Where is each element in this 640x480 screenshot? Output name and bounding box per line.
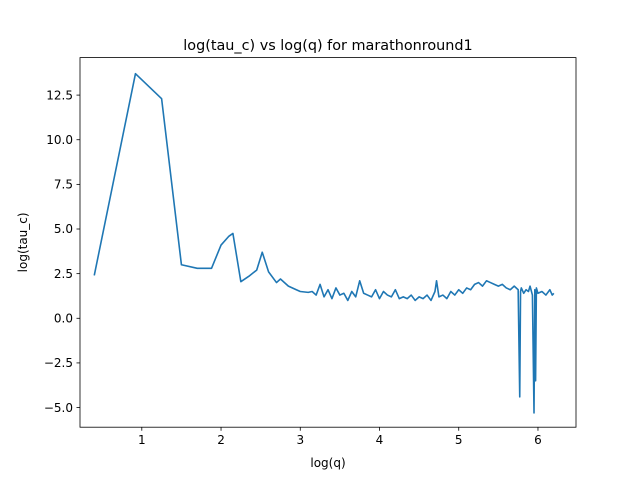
x-tick-label: 5 [455, 433, 463, 447]
y-tick-label: 12.5 [46, 88, 73, 102]
plot-area [93, 72, 555, 414]
y-tick-label: 5.0 [54, 222, 73, 236]
x-tick-label: 4 [376, 433, 384, 447]
y-tick-label: −2.5 [44, 356, 73, 370]
plot-frame [79, 57, 577, 428]
chart-title: log(tau_c) vs log(q) for marathonround1 [183, 38, 472, 54]
x-axis-label: log(q) [310, 456, 345, 470]
y-axis: −5.0 −2.5 0.0 2.5 5.0 7.5 10.0 12.5 [44, 88, 80, 415]
series-line-0 [93, 72, 555, 414]
x-tick-label: 2 [217, 433, 225, 447]
x-tick-label: 1 [138, 433, 146, 447]
x-tick-label: 3 [296, 433, 304, 447]
y-tick-label: 2.5 [54, 267, 73, 281]
y-tick-label: 0.0 [54, 311, 73, 325]
y-tick-label: 7.5 [54, 178, 73, 192]
x-axis: 1 2 3 4 5 6 [138, 427, 542, 447]
y-axis-label: log(tau_c) [16, 212, 30, 272]
y-tick-label: 10.0 [46, 133, 73, 147]
y-tick-label: −5.0 [44, 401, 73, 415]
x-tick-label: 6 [534, 433, 542, 447]
